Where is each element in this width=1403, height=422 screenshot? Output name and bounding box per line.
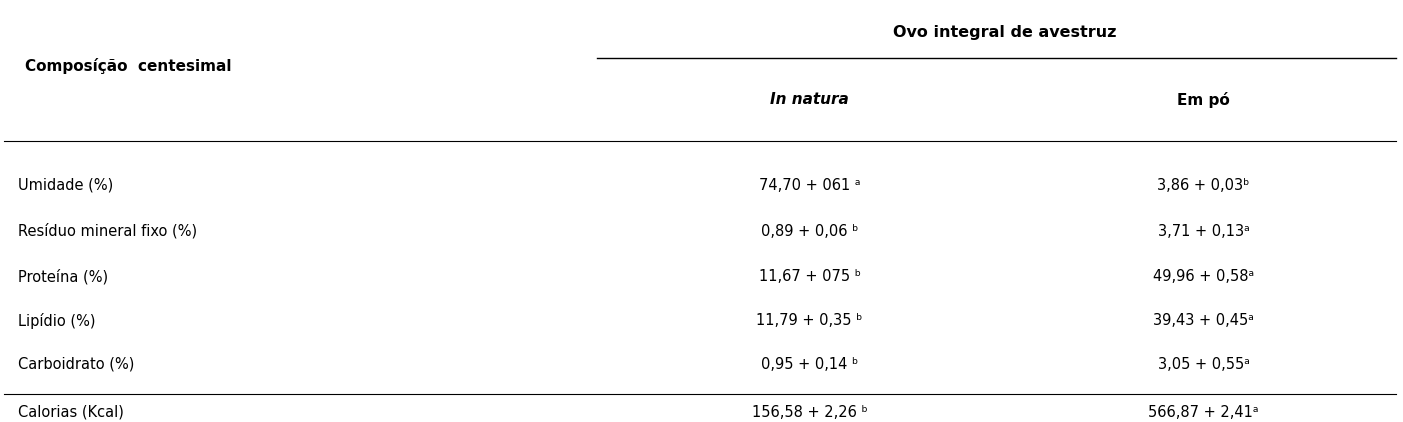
Text: 0,95 + 0,14 ᵇ: 0,95 + 0,14 ᵇ	[760, 357, 859, 372]
Text: Lipídio (%): Lipídio (%)	[18, 313, 95, 329]
Text: Proteína (%): Proteína (%)	[18, 269, 108, 284]
Text: Calorias (Kcal): Calorias (Kcal)	[18, 405, 123, 419]
Text: 74,70 + 061 ᵃ: 74,70 + 061 ᵃ	[759, 178, 860, 193]
Text: In natura: In natura	[770, 92, 849, 107]
Text: Em pó: Em pó	[1177, 92, 1230, 108]
Text: 3,71 + 0,13ᵃ: 3,71 + 0,13ᵃ	[1157, 224, 1250, 238]
Text: 0,89 + 0,06 ᵇ: 0,89 + 0,06 ᵇ	[760, 224, 859, 238]
Text: Carboidrato (%): Carboidrato (%)	[18, 357, 135, 372]
Text: Ovo integral de avestruz: Ovo integral de avestruz	[894, 24, 1117, 40]
Text: 11,79 + 0,35 ᵇ: 11,79 + 0,35 ᵇ	[756, 313, 863, 328]
Text: 11,67 + 075 ᵇ: 11,67 + 075 ᵇ	[759, 269, 860, 284]
Text: 3,86 + 0,03ᵇ: 3,86 + 0,03ᵇ	[1157, 178, 1250, 193]
Text: Resíduo mineral fixo (%): Resíduo mineral fixo (%)	[18, 223, 198, 239]
Text: Composíção  centesimal: Composíção centesimal	[25, 58, 231, 74]
Text: 49,96 + 0,58ᵃ: 49,96 + 0,58ᵃ	[1153, 269, 1254, 284]
Text: 39,43 + 0,45ᵃ: 39,43 + 0,45ᵃ	[1153, 313, 1254, 328]
Text: Umidade (%): Umidade (%)	[18, 178, 114, 193]
Text: 156,58 + 2,26 ᵇ: 156,58 + 2,26 ᵇ	[752, 405, 867, 419]
Text: 3,05 + 0,55ᵃ: 3,05 + 0,55ᵃ	[1157, 357, 1250, 372]
Text: 566,87 + 2,41ᵃ: 566,87 + 2,41ᵃ	[1148, 405, 1258, 419]
